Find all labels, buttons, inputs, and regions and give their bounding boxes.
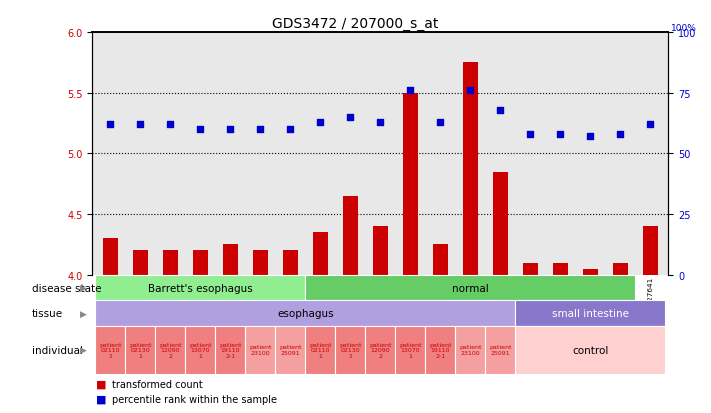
- Text: patient
25091: patient 25091: [489, 344, 512, 356]
- Text: patient
12090
2: patient 12090 2: [159, 342, 182, 358]
- Text: tissue: tissue: [32, 309, 63, 318]
- Text: patient
19110
2-1: patient 19110 2-1: [219, 342, 242, 358]
- Bar: [493, 172, 508, 275]
- Text: Barrett's esophagus: Barrett's esophagus: [148, 283, 253, 293]
- Text: patient
12090
2: patient 12090 2: [369, 342, 392, 358]
- Bar: [336, 326, 365, 374]
- Bar: [253, 251, 268, 275]
- Bar: [313, 233, 328, 275]
- Bar: [306, 275, 636, 301]
- Point: [105, 122, 116, 128]
- Bar: [156, 326, 186, 374]
- Point: [225, 126, 236, 133]
- Point: [284, 126, 296, 133]
- Point: [584, 134, 596, 140]
- Text: patient
02110
1: patient 02110 1: [309, 342, 331, 358]
- Bar: [103, 239, 118, 275]
- Bar: [433, 245, 448, 275]
- Bar: [553, 263, 568, 275]
- Point: [495, 107, 506, 114]
- Point: [315, 119, 326, 126]
- Bar: [486, 326, 515, 374]
- Bar: [215, 326, 245, 374]
- Text: disease state: disease state: [32, 283, 102, 293]
- Text: patient
13070
1: patient 13070 1: [399, 342, 422, 358]
- Bar: [193, 251, 208, 275]
- Bar: [515, 301, 665, 326]
- Text: patient
02110
1: patient 02110 1: [99, 342, 122, 358]
- Point: [555, 131, 566, 138]
- Bar: [583, 269, 598, 275]
- Text: patient
13070
1: patient 13070 1: [189, 342, 212, 358]
- Bar: [515, 326, 665, 374]
- Point: [525, 131, 536, 138]
- Text: small intestine: small intestine: [552, 309, 629, 318]
- Point: [135, 122, 146, 128]
- Point: [465, 88, 476, 95]
- Bar: [245, 326, 275, 374]
- Point: [375, 119, 386, 126]
- Bar: [95, 326, 125, 374]
- Bar: [125, 326, 156, 374]
- Text: GDS3472 / 207000_s_at: GDS3472 / 207000_s_at: [272, 17, 439, 31]
- Text: ■: ■: [96, 394, 107, 404]
- Bar: [186, 326, 215, 374]
- Bar: [643, 227, 658, 275]
- Text: ▶: ▶: [80, 309, 87, 318]
- Text: transformed count: transformed count: [112, 379, 203, 389]
- Text: patient
25091: patient 25091: [279, 344, 301, 356]
- Bar: [523, 263, 538, 275]
- Text: patient
02130
1: patient 02130 1: [339, 342, 362, 358]
- Text: esophagus: esophagus: [277, 309, 333, 318]
- Text: patient
23100: patient 23100: [459, 344, 481, 356]
- Bar: [463, 63, 478, 275]
- Point: [615, 131, 626, 138]
- Bar: [343, 197, 358, 275]
- Bar: [373, 227, 388, 275]
- Bar: [133, 251, 148, 275]
- Bar: [275, 326, 306, 374]
- Text: ■: ■: [96, 379, 107, 389]
- Bar: [425, 326, 455, 374]
- Point: [405, 88, 416, 95]
- Text: patient
02130
1: patient 02130 1: [129, 342, 151, 358]
- Text: ▶: ▶: [80, 283, 87, 292]
- Bar: [283, 251, 298, 275]
- Bar: [223, 245, 238, 275]
- Bar: [365, 326, 395, 374]
- Point: [345, 114, 356, 121]
- Text: 100%: 100%: [671, 24, 697, 33]
- Bar: [613, 263, 628, 275]
- Text: control: control: [572, 345, 609, 355]
- Text: percentile rank within the sample: percentile rank within the sample: [112, 394, 277, 404]
- Bar: [95, 301, 515, 326]
- Bar: [403, 93, 418, 275]
- Point: [165, 122, 176, 128]
- Bar: [95, 275, 306, 301]
- Point: [255, 126, 266, 133]
- Text: patient
23100: patient 23100: [249, 344, 272, 356]
- Bar: [163, 251, 178, 275]
- Text: normal: normal: [452, 283, 488, 293]
- Bar: [455, 326, 486, 374]
- Bar: [306, 326, 336, 374]
- Bar: [395, 326, 425, 374]
- Point: [434, 119, 446, 126]
- Point: [195, 126, 206, 133]
- Point: [645, 122, 656, 128]
- Text: ▶: ▶: [80, 346, 87, 354]
- Text: individual: individual: [32, 345, 83, 355]
- Text: patient
19110
2-1: patient 19110 2-1: [429, 342, 451, 358]
